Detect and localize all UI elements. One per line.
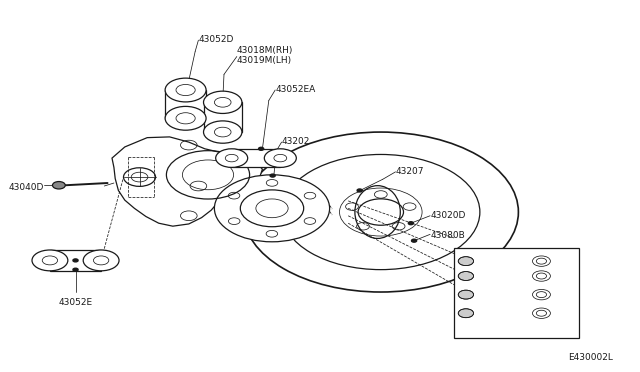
Bar xyxy=(204,102,242,132)
Circle shape xyxy=(458,257,474,266)
Bar xyxy=(50,250,101,271)
Circle shape xyxy=(259,147,264,150)
Circle shape xyxy=(52,182,65,189)
Circle shape xyxy=(412,239,417,242)
Circle shape xyxy=(216,149,248,167)
Text: 43202: 43202 xyxy=(282,137,310,146)
Text: E430002L: E430002L xyxy=(568,353,613,362)
Circle shape xyxy=(357,189,362,192)
Circle shape xyxy=(165,106,206,130)
Circle shape xyxy=(184,88,189,91)
Circle shape xyxy=(73,268,78,271)
Circle shape xyxy=(73,259,78,262)
Circle shape xyxy=(408,222,413,225)
Polygon shape xyxy=(112,137,262,226)
Circle shape xyxy=(264,149,296,167)
Text: 43207: 43207 xyxy=(396,167,424,176)
Circle shape xyxy=(214,175,330,242)
Circle shape xyxy=(220,101,225,104)
Circle shape xyxy=(270,174,275,177)
Circle shape xyxy=(165,78,206,102)
Circle shape xyxy=(204,91,242,113)
Circle shape xyxy=(458,290,474,299)
Text: 43052E: 43052E xyxy=(58,298,93,307)
Bar xyxy=(165,90,206,118)
Bar xyxy=(232,149,280,167)
Circle shape xyxy=(458,272,474,280)
Text: 43018M(RH)
43019M(LH): 43018M(RH) 43019M(LH) xyxy=(237,46,293,65)
Circle shape xyxy=(32,250,68,271)
Circle shape xyxy=(458,309,474,318)
Bar xyxy=(454,248,579,338)
Circle shape xyxy=(204,121,242,143)
Text: 43020D: 43020D xyxy=(430,211,465,220)
Text: 43052EA: 43052EA xyxy=(275,85,316,94)
Text: 43052D: 43052D xyxy=(198,35,234,44)
Text: 43080B: 43080B xyxy=(430,231,465,240)
Circle shape xyxy=(83,250,119,271)
Text: 43040D: 43040D xyxy=(8,183,44,192)
Text: SEC.433: SEC.433 xyxy=(519,324,556,333)
